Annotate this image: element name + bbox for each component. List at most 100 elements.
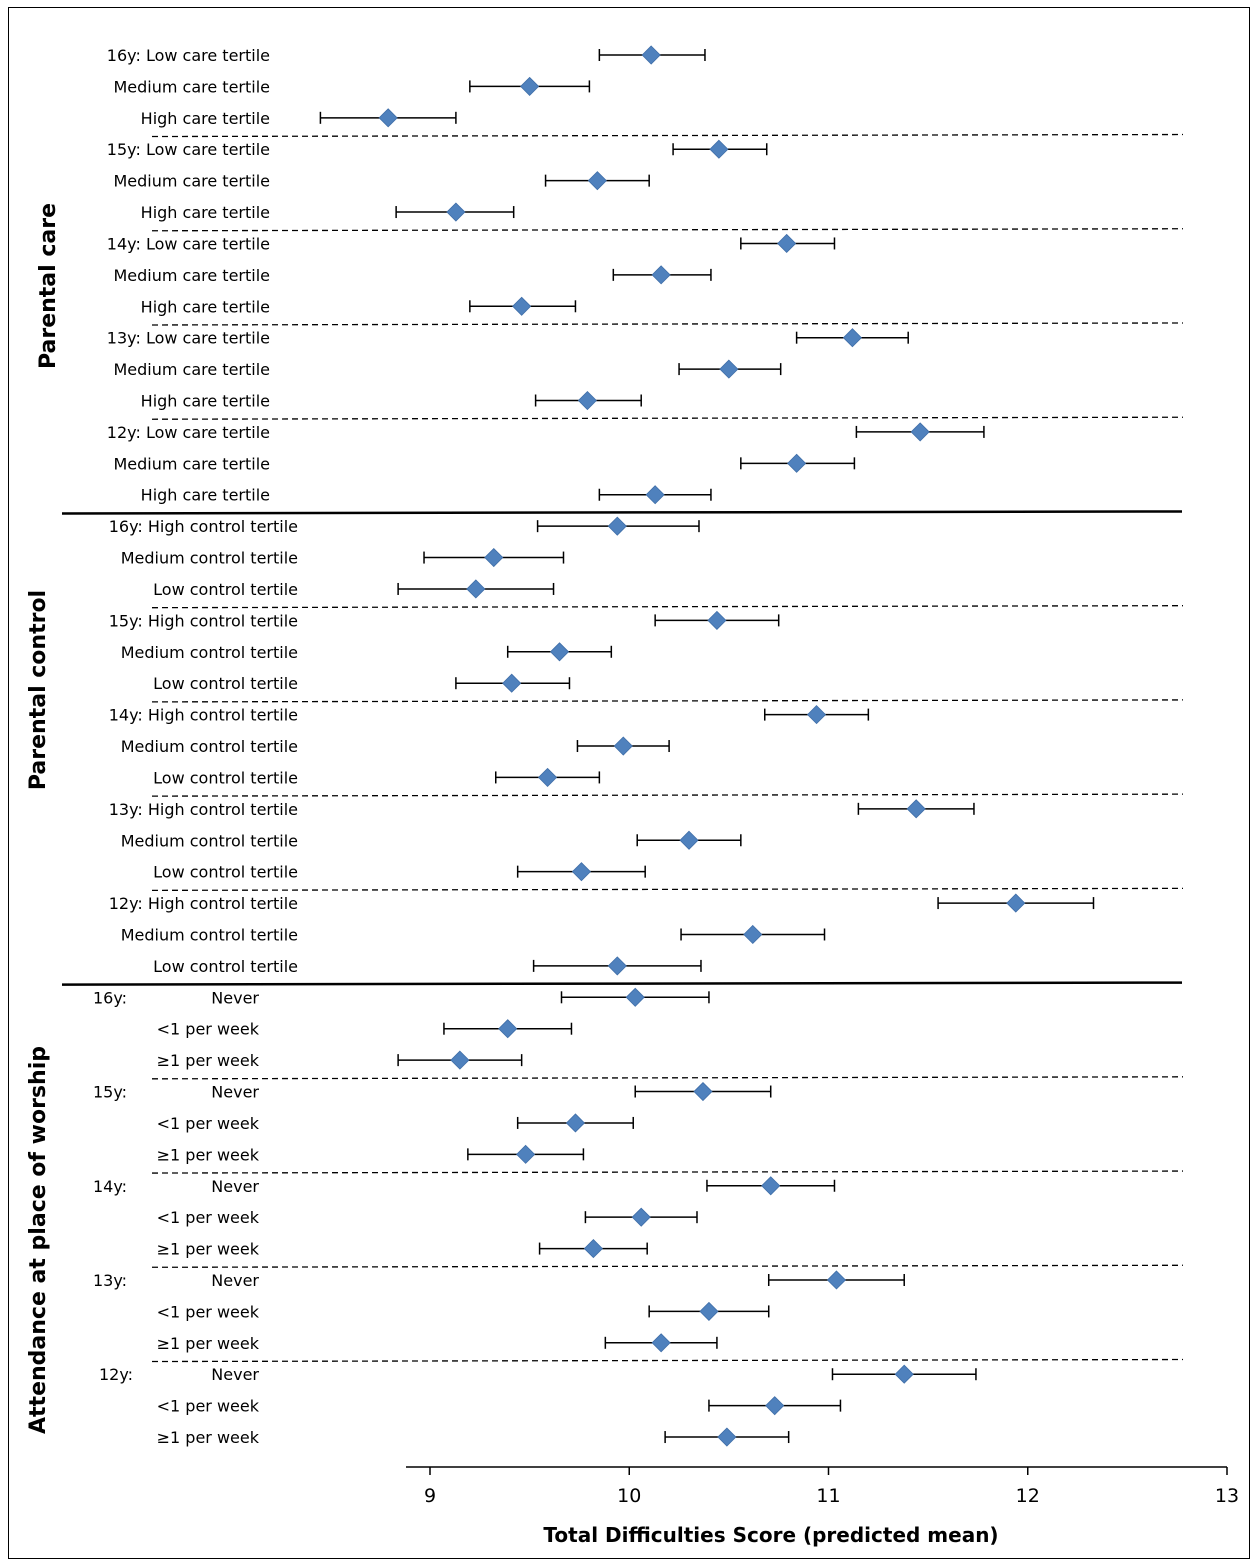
x-tick-label: 10 bbox=[617, 1485, 641, 1507]
row-label: Medium care tertile bbox=[113, 266, 270, 285]
x-axis: 9 10 11 12 13 bbox=[406, 1466, 1239, 1507]
x-tick-label: 11 bbox=[816, 1485, 840, 1507]
mean-marker bbox=[842, 328, 862, 348]
forest-row: Medium care tertile bbox=[113, 76, 591, 96]
row-label: High care tertile bbox=[141, 203, 270, 222]
mean-marker bbox=[378, 108, 398, 128]
dashed-separator bbox=[151, 133, 1184, 138]
row-prefix: 14y: bbox=[93, 1177, 127, 1196]
mean-marker bbox=[607, 516, 627, 536]
row-label: <1 per week bbox=[157, 1020, 260, 1039]
mean-marker bbox=[450, 1050, 470, 1070]
mean-marker bbox=[549, 642, 570, 662]
row-label: ≥1 per week bbox=[157, 1145, 260, 1164]
forest-row: Never 16y: bbox=[93, 987, 710, 1007]
row-label: ≥1 per week bbox=[157, 1334, 260, 1353]
mean-marker bbox=[645, 485, 665, 505]
forest-row: Low control tertile bbox=[153, 579, 555, 599]
mean-marker bbox=[743, 924, 763, 945]
dashed-separator bbox=[151, 793, 1184, 797]
group-title: Parental control bbox=[26, 590, 51, 790]
forest-row: Never 14y: bbox=[93, 1176, 836, 1196]
forest-row: Never 15y: bbox=[93, 1081, 772, 1102]
mean-marker bbox=[787, 453, 807, 473]
mean-marker bbox=[777, 233, 797, 254]
forest-row: <1 per week bbox=[157, 1207, 698, 1227]
dashed-separator bbox=[151, 1358, 1184, 1363]
mean-marker bbox=[806, 705, 827, 725]
group-separator bbox=[61, 510, 1183, 515]
row-label: Medium control tertile bbox=[121, 831, 298, 850]
row-label: 14y: High control tertile bbox=[109, 706, 298, 725]
mean-marker bbox=[631, 1207, 651, 1227]
row-label: Never bbox=[211, 1271, 259, 1290]
row-label: Medium care tertile bbox=[113, 360, 270, 379]
mean-marker bbox=[502, 673, 522, 693]
row-label: 15y: High control tertile bbox=[109, 611, 298, 630]
forest-row: Never 13y: bbox=[93, 1270, 905, 1290]
mean-marker bbox=[484, 547, 504, 568]
forest-row: ≥1 per week bbox=[157, 1144, 585, 1164]
mean-marker bbox=[571, 862, 591, 882]
forest-row: ≥1 per week bbox=[157, 1050, 523, 1070]
group-title: Attendance at place of worship bbox=[26, 1046, 51, 1434]
row-label: Never bbox=[211, 1177, 259, 1196]
dashed-separator bbox=[151, 699, 1184, 703]
forest-row: Medium control tertile bbox=[121, 642, 613, 662]
mean-marker bbox=[583, 1239, 603, 1259]
row-label: 14y: Low care tertile bbox=[107, 234, 270, 253]
row-label: Medium care tertile bbox=[113, 172, 270, 191]
x-axis-title: Total Difficulties Score (predicted mean… bbox=[543, 1523, 998, 1547]
row-label: 12y: High control tertile bbox=[109, 894, 298, 913]
row-label: <1 per week bbox=[157, 1208, 260, 1227]
mean-marker bbox=[707, 610, 727, 630]
mean-marker bbox=[717, 1427, 737, 1447]
forest-row: Medium care tertile bbox=[113, 453, 856, 473]
dashed-separator bbox=[151, 1264, 1184, 1268]
row-prefix: 12y: bbox=[99, 1365, 133, 1384]
row-label: Medium care tertile bbox=[113, 454, 270, 473]
mean-marker bbox=[565, 1113, 586, 1133]
forest-row: 12y: Low care tertile bbox=[107, 422, 985, 442]
dashed-separator bbox=[151, 416, 1184, 420]
data-rows: 16y: Low care tertile Medium care tertile… bbox=[93, 45, 1095, 1447]
mean-marker bbox=[1006, 893, 1026, 913]
forest-row: Never 12y: bbox=[99, 1364, 977, 1384]
mean-marker bbox=[679, 830, 699, 850]
row-label: 15y: Low care tertile bbox=[107, 140, 270, 159]
mean-marker bbox=[719, 359, 739, 379]
forest-row: ≥1 per week bbox=[157, 1333, 718, 1353]
forest-row: <1 per week bbox=[157, 1301, 770, 1321]
row-label: High care tertile bbox=[141, 297, 270, 316]
row-prefix: 15y: bbox=[93, 1083, 127, 1102]
mean-marker bbox=[761, 1176, 781, 1196]
row-label: Medium control tertile bbox=[121, 549, 298, 568]
mean-marker bbox=[512, 296, 532, 316]
mean-marker bbox=[577, 390, 597, 411]
chart-frame bbox=[8, 7, 1250, 1559]
row-label: 13y: Low care tertile bbox=[107, 329, 270, 348]
forest-row: ≥1 per week bbox=[157, 1427, 790, 1447]
row-label: High care tertile bbox=[141, 109, 270, 128]
forest-row: 14y: Low care tertile bbox=[107, 233, 836, 254]
mean-marker bbox=[894, 1364, 914, 1384]
forest-row: Medium control tertile bbox=[121, 547, 565, 568]
row-label: ≥1 per week bbox=[157, 1051, 260, 1070]
row-prefix: 16y: bbox=[93, 988, 127, 1007]
forest-row: Low control tertile bbox=[153, 956, 702, 976]
forest-row: 14y: High control tertile bbox=[109, 705, 870, 725]
mean-marker bbox=[826, 1270, 847, 1290]
x-tick-label: 9 bbox=[424, 1485, 436, 1507]
row-label: 13y: High control tertile bbox=[109, 800, 298, 819]
forest-row: 15y: High control tertile bbox=[109, 610, 780, 630]
mean-marker bbox=[765, 1396, 785, 1416]
forest-row: <1 per week bbox=[157, 1113, 634, 1133]
dashed-separator bbox=[151, 887, 1184, 892]
forest-row: 13y: High control tertile bbox=[109, 799, 975, 819]
mean-marker bbox=[641, 45, 661, 65]
forest-row: 15y: Low care tertile bbox=[107, 139, 768, 159]
row-label: High care tertile bbox=[141, 486, 270, 505]
mean-marker bbox=[516, 1144, 536, 1164]
row-label: 16y: Low care tertile bbox=[107, 46, 270, 65]
forest-row: 16y: High control tertile bbox=[109, 516, 700, 536]
